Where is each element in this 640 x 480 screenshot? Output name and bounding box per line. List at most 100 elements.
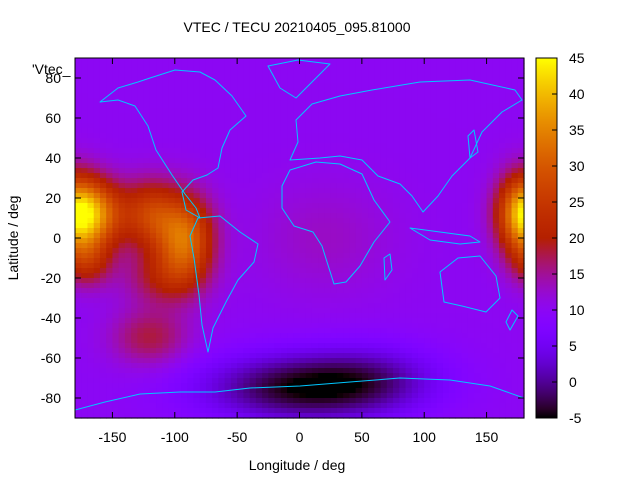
heatmap-cell	[386, 78, 394, 84]
heatmap-cell	[442, 208, 450, 214]
heatmap-cell	[417, 88, 425, 94]
heatmap-cell	[243, 148, 251, 154]
heatmap-cell	[324, 308, 332, 314]
heatmap-cell	[399, 333, 407, 339]
heatmap-cell	[174, 278, 182, 284]
heatmap-cell	[436, 373, 444, 379]
heatmap-cell	[368, 358, 375, 364]
heatmap-cell	[255, 328, 263, 334]
heatmap-cell	[181, 388, 188, 394]
heatmap-cell	[311, 113, 319, 119]
heatmap-cell	[287, 223, 294, 229]
heatmap-cell	[205, 218, 213, 224]
heatmap-cell	[75, 398, 82, 404]
heatmap-cell	[505, 63, 513, 69]
heatmap-cell	[131, 193, 138, 199]
heatmap-cell	[467, 253, 475, 259]
heatmap-cell	[143, 138, 151, 144]
heatmap-cell	[81, 298, 89, 304]
heatmap-cell	[274, 363, 282, 369]
heatmap-cell	[343, 333, 350, 339]
heatmap-cell	[131, 78, 138, 84]
heatmap-cell	[75, 138, 82, 144]
heatmap-cell	[349, 168, 357, 174]
heatmap-cell	[386, 363, 394, 369]
heatmap-cell	[318, 213, 326, 219]
heatmap-cell	[349, 78, 357, 84]
heatmap-cell	[106, 368, 114, 374]
heatmap-cell	[499, 233, 506, 239]
heatmap-cell	[287, 128, 294, 134]
heatmap-cell	[106, 68, 114, 74]
heatmap-cell	[224, 268, 232, 274]
heatmap-cell	[343, 288, 350, 294]
heatmap-cell	[461, 223, 469, 229]
heatmap-cell	[449, 83, 457, 89]
heatmap-cell	[268, 288, 276, 294]
heatmap-cell	[311, 278, 319, 284]
heatmap-cell	[374, 268, 382, 274]
heatmap-cell	[486, 323, 494, 329]
heatmap-cell	[287, 248, 294, 254]
heatmap-cell	[311, 393, 319, 399]
heatmap-cell	[318, 78, 326, 84]
heatmap-cell	[112, 263, 120, 269]
heatmap-cell	[442, 108, 450, 114]
heatmap-cell	[75, 353, 82, 359]
heatmap-cell	[187, 128, 195, 134]
heatmap-cell	[411, 263, 419, 269]
heatmap-cell	[174, 323, 182, 329]
heatmap-cell	[455, 268, 463, 274]
heatmap-cell	[75, 173, 82, 179]
heatmap-cell	[81, 158, 89, 164]
heatmap-cell	[249, 173, 257, 179]
heatmap-cell	[93, 93, 101, 99]
heatmap-cell	[380, 88, 388, 94]
heatmap-cell	[124, 183, 132, 189]
heatmap-cell	[505, 83, 513, 89]
heatmap-cell	[224, 333, 232, 339]
heatmap-cell	[143, 208, 151, 214]
heatmap-cell	[517, 373, 525, 379]
heatmap-cell	[124, 153, 132, 159]
heatmap-cell	[237, 103, 244, 109]
heatmap-cell	[499, 258, 506, 264]
heatmap-cell	[505, 283, 513, 289]
heatmap-cell	[374, 288, 382, 294]
heatmap-cell	[474, 293, 481, 299]
heatmap-cell	[330, 228, 338, 234]
heatmap-cell	[411, 388, 419, 394]
heatmap-cell	[393, 373, 400, 379]
heatmap-cell	[174, 113, 182, 119]
heatmap-cell	[374, 358, 382, 364]
heatmap-cell	[349, 138, 357, 144]
heatmap-cell	[124, 73, 132, 79]
heatmap-cell	[162, 393, 170, 399]
heatmap-cell	[143, 128, 151, 134]
heatmap-cell	[199, 88, 207, 94]
heatmap-cell	[212, 378, 220, 384]
heatmap-cell	[230, 228, 238, 234]
heatmap-cell	[511, 303, 519, 309]
heatmap-cell	[162, 313, 170, 319]
heatmap-cell	[87, 268, 95, 274]
heatmap-cell	[436, 293, 444, 299]
heatmap-cell	[386, 278, 394, 284]
heatmap-cell	[380, 208, 388, 214]
heatmap-cell	[311, 63, 319, 69]
heatmap-cell	[199, 153, 207, 159]
heatmap-cell	[87, 308, 95, 314]
heatmap-cell	[224, 403, 232, 409]
heatmap-cell	[399, 248, 407, 254]
heatmap-cell	[193, 173, 201, 179]
heatmap-cell	[112, 268, 120, 274]
heatmap-cell	[106, 148, 114, 154]
heatmap-cell	[118, 353, 126, 359]
heatmap-cell	[193, 73, 201, 79]
heatmap-cell	[405, 133, 413, 139]
heatmap-cell	[124, 338, 132, 344]
heatmap-cell	[355, 193, 363, 199]
heatmap-cell	[156, 378, 163, 384]
heatmap-cell	[455, 128, 463, 134]
heatmap-cell	[149, 178, 157, 184]
